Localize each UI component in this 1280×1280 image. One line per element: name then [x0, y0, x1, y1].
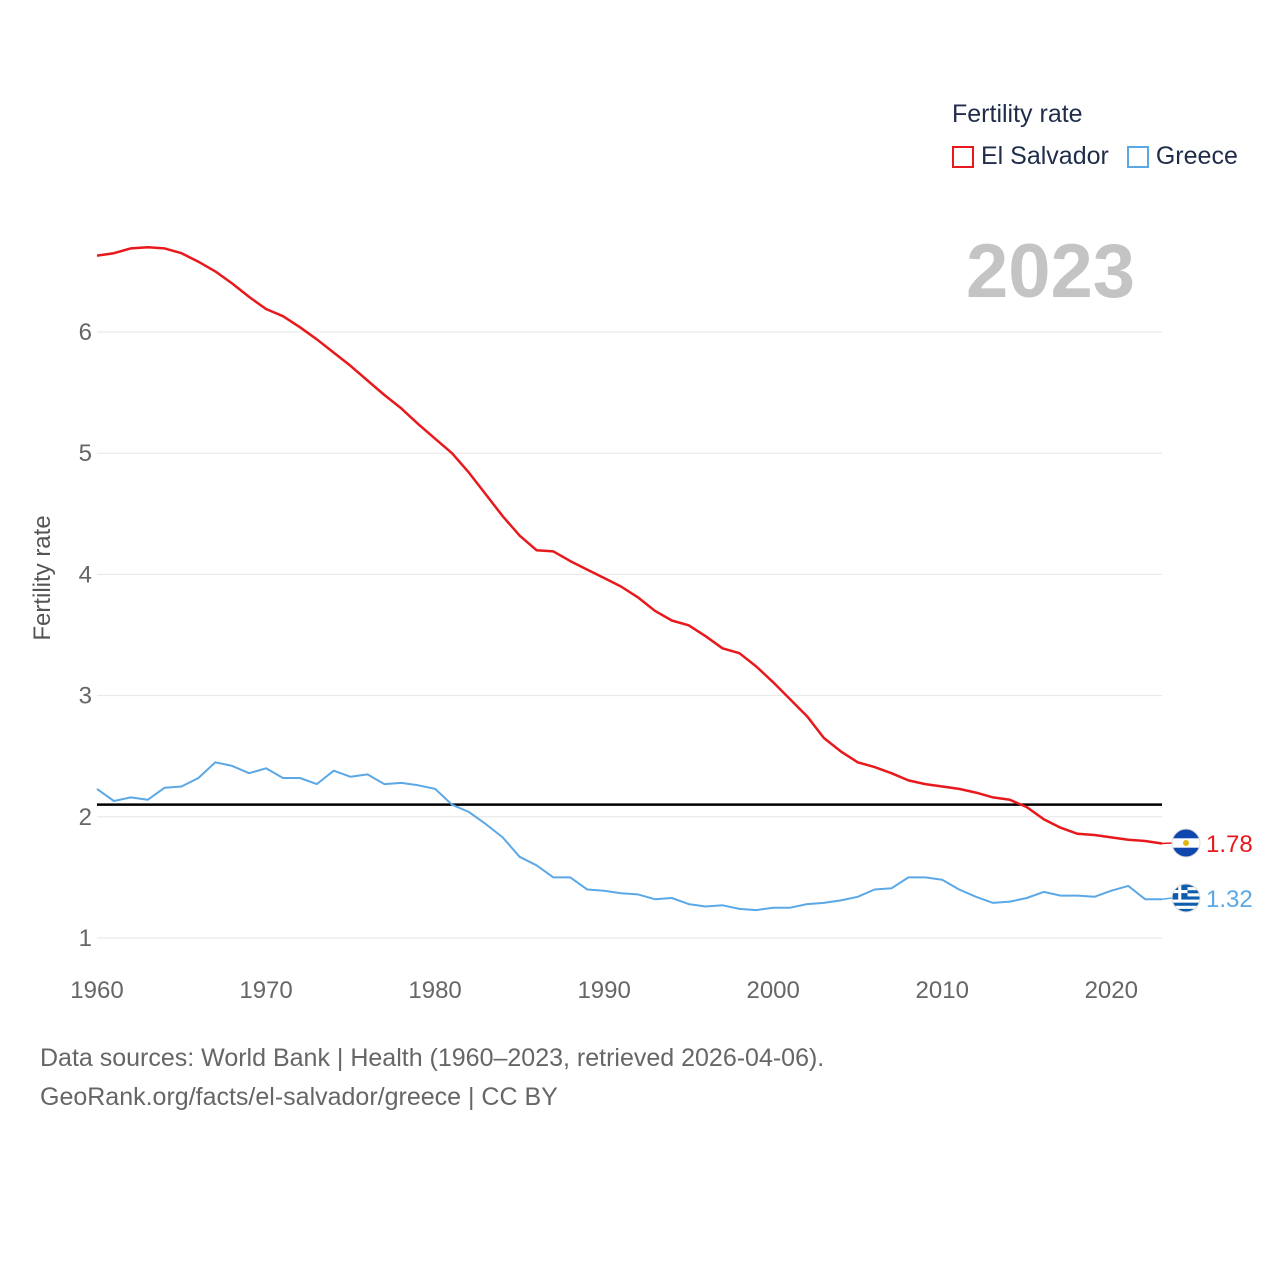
legend-item-greece[interactable]: Greece: [1126, 142, 1238, 171]
footer-attribution: GeoRank.org/facts/el-salvador/greece | C…: [40, 1083, 558, 1111]
x-axis-ticks: 1960 1970 1980 1990 2000 2010 2020: [70, 977, 1138, 1004]
y-tick-4: 4: [79, 561, 92, 588]
y-tick-6: 6: [79, 319, 92, 346]
x-tick-1980: 1980: [408, 977, 461, 1004]
legend-label-greece: Greece: [1155, 142, 1238, 170]
flag-stripe-8: [1172, 908, 1200, 912]
legend-swatch-greece: [1126, 145, 1149, 168]
legend-item-el-salvador[interactable]: El Salvador: [952, 142, 1109, 171]
grid-lines: [97, 331, 1162, 939]
series-line-greece: [96, 761, 1162, 912]
series-line-el-salvador: [96, 245, 1163, 845]
y-tick-2: 2: [79, 804, 92, 831]
legend-swatch-el-salvador: [952, 145, 974, 168]
y-axis-label: Fertility rate: [29, 515, 56, 641]
legend-title: Fertility rate: [952, 100, 1083, 128]
x-tick-1990: 1990: [577, 977, 630, 1004]
x-tick-2000: 2000: [746, 977, 799, 1004]
year-label: 2023: [966, 229, 1136, 314]
end-label-greece: 1.32: [1206, 886, 1253, 913]
flag-border-el-salvador: [1171, 828, 1201, 858]
flag-cross-v: [1178, 884, 1182, 900]
x-tick-2010: 2010: [916, 977, 969, 1004]
flag-border-greece: [1171, 883, 1201, 913]
flag-emblem: [1183, 840, 1189, 846]
flag-el-salvador: [1171, 828, 1201, 858]
x-tick-1970: 1970: [239, 977, 292, 1004]
y-tick-3: 3: [79, 683, 92, 710]
x-tick-2020: 2020: [1085, 977, 1138, 1004]
y-tick-5: 5: [79, 440, 92, 467]
legend-label-el-salvador: El Salvador: [981, 142, 1109, 170]
end-markers: 1.78 1.32: [1161, 828, 1253, 913]
footer-sources: Data sources: World Bank | Health (1960–…: [40, 1044, 825, 1072]
connector-greece: [1161, 897, 1173, 900]
flag-stripe-6: [1172, 902, 1200, 906]
y-axis-ticks: 1 2 3 4 5 6: [79, 319, 92, 952]
legend: El Salvador Greece: [952, 142, 1256, 171]
flag-greece: [1171, 883, 1201, 913]
y-tick-1: 1: [79, 925, 92, 952]
x-tick-1960: 1960: [70, 977, 123, 1004]
end-label-el-salvador: 1.78: [1206, 831, 1253, 858]
series-lines: [96, 245, 1163, 912]
